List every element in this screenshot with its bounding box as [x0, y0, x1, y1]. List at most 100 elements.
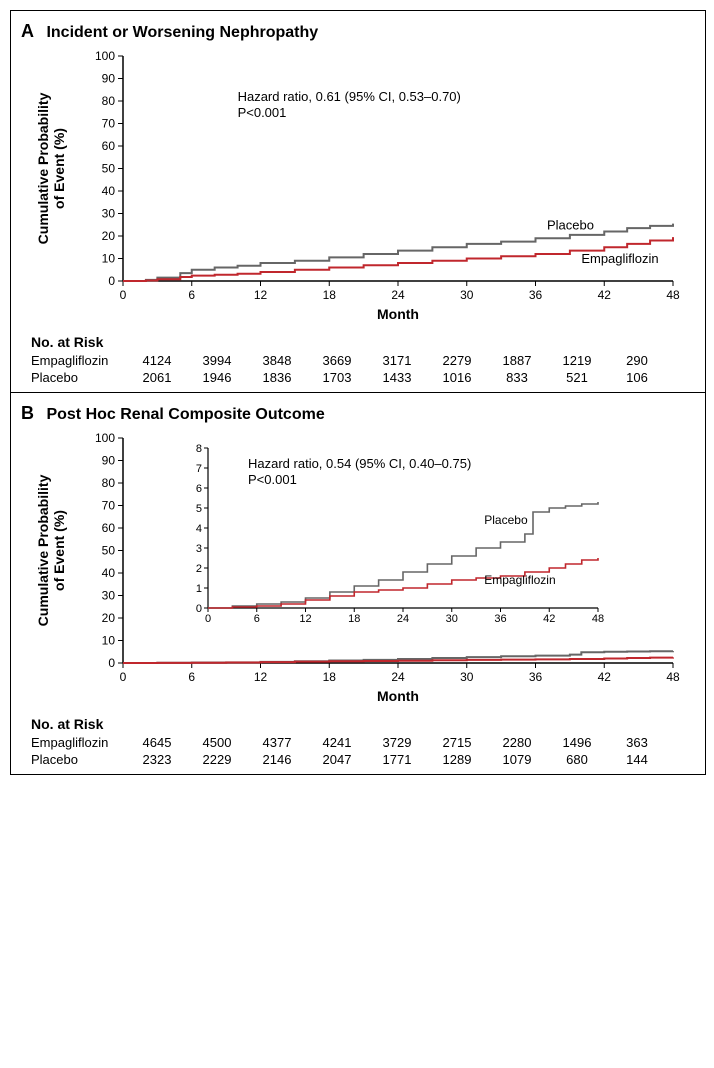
panel-a-chart: 01020304050607080901000612182430364248Cu… — [28, 46, 688, 326]
risk-cell: 1289 — [427, 751, 487, 768]
svg-text:P<0.001: P<0.001 — [248, 472, 297, 487]
panel-b-chart: 01020304050607080901000612182430364248Cu… — [28, 428, 688, 708]
risk-cell: 3994 — [187, 352, 247, 369]
svg-text:6: 6 — [254, 613, 260, 625]
svg-text:48: 48 — [666, 288, 680, 302]
panel-a-risk-title: No. at Risk — [31, 334, 695, 350]
panel-a: A Incident or Worsening Nephropathy 0 10 2… — [11, 11, 705, 393]
risk-row: Placebo232322292146204717711289107968014… — [31, 751, 667, 768]
svg-text:0: 0 — [205, 613, 211, 625]
risk-cell: 106 — [607, 369, 667, 386]
svg-text:Placebo: Placebo — [484, 513, 528, 527]
svg-text:Month: Month — [377, 306, 419, 322]
risk-row-label: Empagliflozin — [31, 734, 127, 751]
risk-cell: 521 — [547, 369, 607, 386]
risk-cell: 1887 — [487, 352, 547, 369]
svg-text:36: 36 — [529, 288, 543, 302]
svg-text:30: 30 — [446, 613, 458, 625]
panel-a-risk-table: Empagliflozin412439943848366931712279188… — [31, 352, 667, 386]
risk-cell: 1946 — [187, 369, 247, 386]
svg-text:Empagliflozin: Empagliflozin — [484, 573, 555, 587]
svg-text:50: 50 — [102, 162, 116, 176]
svg-text:12: 12 — [299, 613, 311, 625]
svg-text:Hazard ratio, 0.54 (95% CI, 0.: Hazard ratio, 0.54 (95% CI, 0.40–0.75) — [248, 456, 471, 471]
svg-text:30: 30 — [460, 288, 474, 302]
svg-text:18: 18 — [348, 613, 360, 625]
svg-text:42: 42 — [598, 288, 612, 302]
svg-text:of Event (%): of Event (%) — [51, 128, 67, 209]
panel-b-risk-title: No. at Risk — [31, 716, 695, 732]
risk-row-label: Placebo — [31, 369, 127, 386]
risk-cell: 4500 — [187, 734, 247, 751]
svg-text:18: 18 — [323, 288, 337, 302]
risk-cell: 3669 — [307, 352, 367, 369]
risk-cell: 1771 — [367, 751, 427, 768]
risk-cell: 3171 — [367, 352, 427, 369]
risk-cell: 833 — [487, 369, 547, 386]
svg-text:42: 42 — [543, 613, 555, 625]
svg-text:60: 60 — [102, 521, 116, 535]
risk-cell: 2146 — [247, 751, 307, 768]
svg-text:70: 70 — [102, 499, 116, 513]
svg-text:0: 0 — [120, 288, 127, 302]
svg-text:20: 20 — [102, 611, 116, 625]
svg-text:5: 5 — [196, 503, 202, 515]
figure-container: A Incident or Worsening Nephropathy 0102… — [10, 10, 706, 775]
svg-text:36: 36 — [529, 670, 543, 684]
svg-text:Cumulative Probability: Cumulative Probability — [35, 92, 51, 244]
svg-text:P<0.001: P<0.001 — [238, 105, 287, 120]
svg-text:2: 2 — [196, 563, 202, 575]
svg-text:24: 24 — [391, 288, 405, 302]
risk-cell: 4377 — [247, 734, 307, 751]
svg-text:90: 90 — [102, 72, 116, 86]
svg-text:24: 24 — [391, 670, 405, 684]
svg-text:42: 42 — [598, 670, 612, 684]
svg-text:30: 30 — [102, 207, 116, 221]
risk-cell: 4241 — [307, 734, 367, 751]
panel-a-letter: A — [21, 21, 34, 41]
risk-row: Empagliflozin412439943848366931712279188… — [31, 352, 667, 369]
svg-text:50: 50 — [102, 544, 116, 558]
svg-text:0: 0 — [108, 656, 115, 670]
risk-row-label: Placebo — [31, 751, 127, 768]
svg-text:Cumulative Probability: Cumulative Probability — [35, 474, 51, 626]
svg-text:12: 12 — [254, 288, 268, 302]
svg-text:Month: Month — [377, 688, 419, 704]
risk-cell: 2715 — [427, 734, 487, 751]
svg-text:Hazard ratio, 0.61 (95% CI, 0.: Hazard ratio, 0.61 (95% CI, 0.53–0.70) — [238, 89, 461, 104]
svg-text:70: 70 — [102, 117, 116, 131]
risk-row: Empagliflozin464545004377424137292715228… — [31, 734, 667, 751]
risk-cell: 1219 — [547, 352, 607, 369]
risk-cell: 2047 — [307, 751, 367, 768]
risk-cell: 290 — [607, 352, 667, 369]
risk-cell: 2279 — [427, 352, 487, 369]
svg-text:36: 36 — [494, 613, 506, 625]
svg-text:7: 7 — [196, 463, 202, 475]
risk-cell: 4645 — [127, 734, 187, 751]
panel-b-letter: B — [21, 403, 34, 423]
risk-cell: 1016 — [427, 369, 487, 386]
svg-text:24: 24 — [397, 613, 409, 625]
svg-text:10: 10 — [102, 252, 116, 266]
risk-cell: 1836 — [247, 369, 307, 386]
risk-cell: 1703 — [307, 369, 367, 386]
svg-text:100: 100 — [95, 431, 115, 445]
risk-cell: 2061 — [127, 369, 187, 386]
svg-text:48: 48 — [592, 613, 604, 625]
svg-text:90: 90 — [102, 454, 116, 468]
risk-cell: 2323 — [127, 751, 187, 768]
svg-text:100: 100 — [95, 49, 115, 63]
svg-text:40: 40 — [102, 566, 116, 580]
svg-text:0: 0 — [108, 274, 115, 288]
svg-text:8: 8 — [196, 443, 202, 455]
panel-a-title-text: Incident or Worsening Nephropathy — [46, 24, 318, 41]
svg-text:12: 12 — [254, 670, 268, 684]
risk-cell: 1433 — [367, 369, 427, 386]
svg-text:of Event (%): of Event (%) — [51, 510, 67, 591]
risk-row-label: Empagliflozin — [31, 352, 127, 369]
svg-text:Empagliflozin: Empagliflozin — [581, 251, 658, 266]
svg-text:4: 4 — [196, 523, 202, 535]
svg-text:10: 10 — [102, 634, 116, 648]
svg-text:1: 1 — [196, 583, 202, 595]
risk-cell: 2280 — [487, 734, 547, 751]
